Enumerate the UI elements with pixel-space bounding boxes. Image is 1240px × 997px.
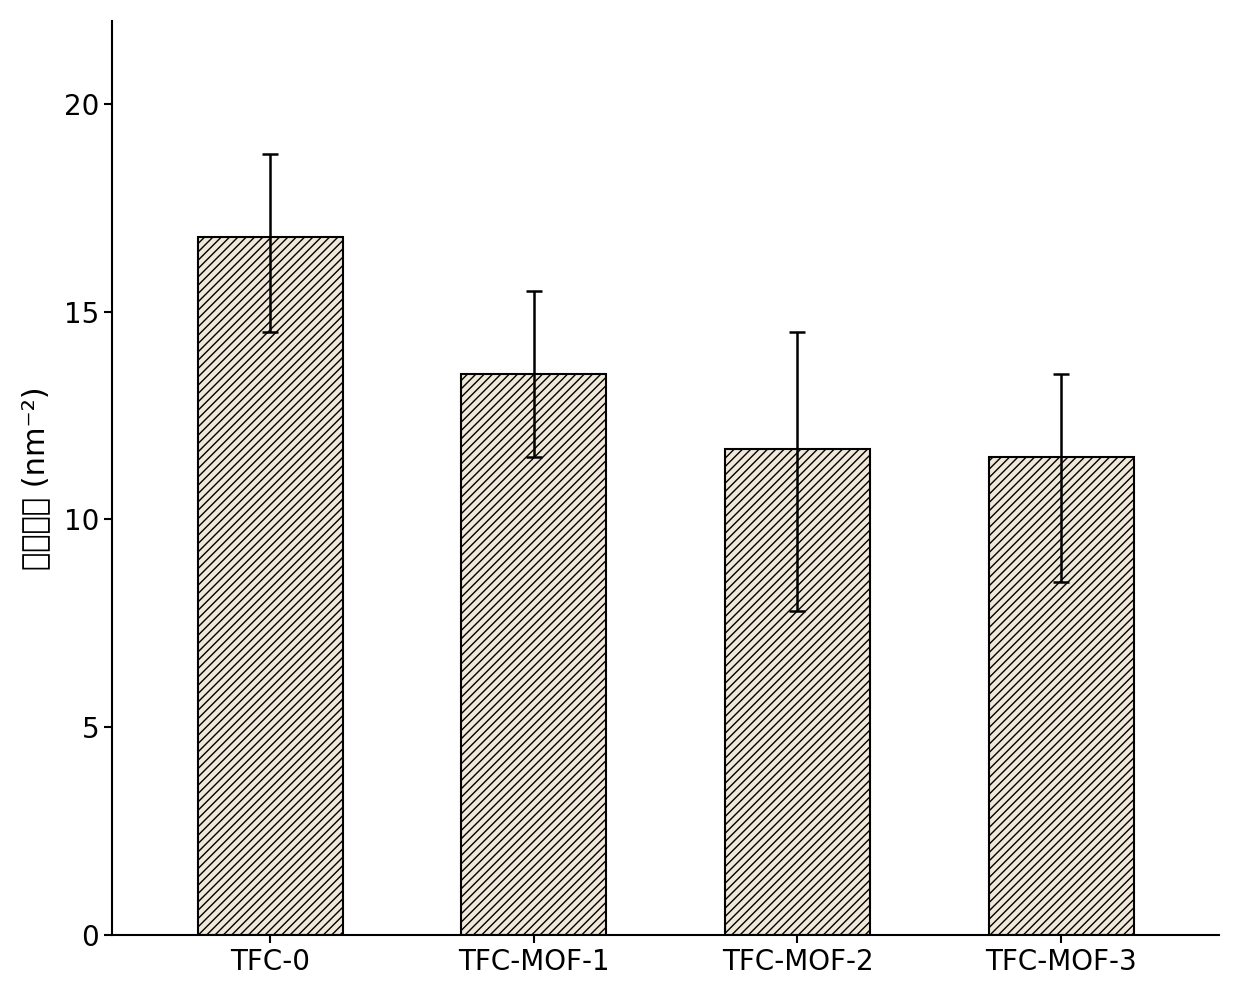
Bar: [725, 449, 870, 935]
Y-axis label: 羧基密度 (nm⁻²): 羧基密度 (nm⁻²): [21, 386, 50, 569]
Bar: [988, 458, 1133, 935]
Bar: [198, 237, 343, 935]
Bar: [461, 374, 606, 935]
